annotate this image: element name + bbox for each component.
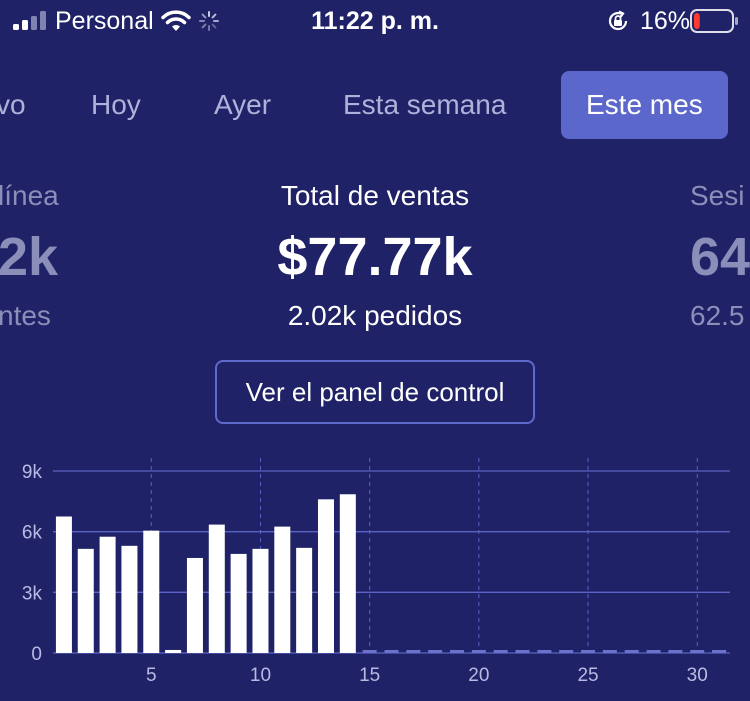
bar [165, 649, 182, 653]
card-value: 64 [690, 227, 750, 287]
x-tick-label: 30 [687, 665, 708, 686]
bar [712, 650, 727, 653]
battery-icon [690, 9, 738, 33]
tab-previous[interactable]: vo [0, 89, 26, 120]
bar [690, 650, 705, 653]
tab-este-mes[interactable]: Este mes [561, 71, 728, 139]
battery-percent: 16% [640, 7, 691, 35]
x-tick-label: 20 [468, 665, 489, 686]
bar [362, 650, 377, 653]
orientation-lock-icon [608, 10, 628, 31]
bar [230, 553, 247, 653]
tab-hoy[interactable]: Hoy [91, 89, 141, 120]
status-time: 11:22 p. m. [311, 7, 439, 35]
bar [55, 516, 72, 653]
bar [624, 650, 639, 653]
bar [252, 548, 269, 653]
tab-esta-semana[interactable]: Esta semana [343, 89, 507, 120]
bar [296, 547, 313, 653]
bar [77, 548, 94, 653]
bar [581, 650, 596, 653]
bar [208, 524, 225, 653]
bar [471, 650, 486, 653]
bar [428, 650, 443, 653]
bar [493, 650, 508, 653]
bar [143, 530, 160, 653]
card-value: $77.77k [277, 227, 473, 287]
period-tabs: vo Hoy Ayer Esta semana Este mes [0, 71, 750, 139]
bar [406, 650, 421, 653]
bar [186, 557, 203, 653]
bar [515, 650, 530, 653]
carrier-name: Personal [55, 7, 154, 35]
signal-icon [13, 10, 47, 30]
card-value: 2k [0, 227, 59, 287]
x-tick-label: 25 [577, 665, 598, 686]
card-title: línea [0, 180, 59, 211]
bar [317, 499, 334, 653]
y-tick-label: 0 [31, 644, 42, 665]
bar [559, 650, 574, 653]
bar [274, 526, 291, 653]
bar [99, 536, 116, 653]
card-title: Total de ventas [280, 180, 470, 211]
wifi-icon [161, 10, 191, 31]
y-tick-label: 9k [22, 462, 43, 483]
status-bar: Personal 11:22 p. m. 16% [0, 0, 750, 44]
bar [384, 650, 399, 653]
card-subtitle: ntes [0, 300, 51, 331]
bar [121, 545, 138, 653]
card-subtitle: 62.5 [690, 300, 745, 331]
bar [602, 650, 617, 653]
view-dashboard-button[interactable]: Ver el panel de control [215, 360, 535, 424]
x-tick-label: 10 [250, 665, 271, 686]
x-tick-label: 5 [146, 665, 157, 686]
bar [537, 650, 552, 653]
card-title: Sesi [690, 180, 745, 211]
card-subtitle: 2.02k pedidos [287, 300, 463, 331]
bar [646, 650, 661, 653]
bar [339, 494, 356, 653]
loading-spinner-icon [199, 11, 219, 31]
y-tick-label: 6k [22, 523, 43, 544]
bar [668, 650, 683, 653]
y-tick-label: 3k [22, 583, 43, 604]
x-tick-label: 15 [359, 665, 380, 686]
bar [450, 650, 465, 653]
tab-ayer[interactable]: Ayer [214, 89, 272, 120]
sales-bar-chart: 0 3k 6k 9k 5 10 15 20 25 30 [22, 458, 730, 686]
